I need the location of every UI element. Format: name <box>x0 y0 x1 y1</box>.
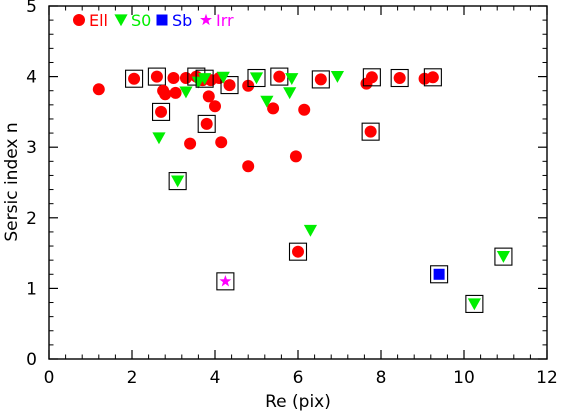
y-tick-label: 0 <box>26 350 37 370</box>
legend-label-ell: Ell <box>89 11 108 30</box>
axis-ticks <box>48 5 548 360</box>
selection-box <box>125 69 144 88</box>
y-tick-label: 5 <box>26 0 37 17</box>
selection-box <box>362 68 381 87</box>
marker-s0 <box>249 72 264 85</box>
marker-ell <box>179 72 192 85</box>
marker-ell <box>184 137 197 150</box>
marker-ell <box>200 117 213 130</box>
y-tick-label: 2 <box>26 209 37 229</box>
y-tick-label: 3 <box>26 138 37 158</box>
marker-ell <box>298 103 311 116</box>
marker-ell <box>169 86 182 99</box>
legend-label-s0: S0 <box>131 11 151 30</box>
legend-marker-sb <box>156 14 168 26</box>
x-tick-label: 6 <box>293 368 304 388</box>
selection-box <box>220 76 239 95</box>
legend: Ell S0 Sb Irr <box>73 11 234 30</box>
marker-ell <box>364 125 377 138</box>
marker-s0 <box>260 95 274 108</box>
marker-s0 <box>283 87 297 100</box>
marker-ell <box>273 70 286 83</box>
legend-marker-s0 <box>114 14 128 27</box>
x-axis-title: Re (pix) <box>265 392 331 412</box>
marker-ell <box>150 70 163 83</box>
marker-s0 <box>171 175 185 188</box>
marker-ell <box>128 72 141 85</box>
selection-box <box>494 247 513 266</box>
marker-ell <box>289 150 302 163</box>
selection-box <box>288 242 308 261</box>
selection-box <box>152 102 171 121</box>
marker-ell <box>167 72 180 85</box>
selection-box <box>197 114 216 133</box>
selection-box <box>361 122 380 141</box>
marker-s0 <box>303 224 318 237</box>
marker-s0 <box>285 73 299 85</box>
marker-ell <box>155 105 168 118</box>
marker-irr <box>219 275 232 287</box>
marker-s0 <box>152 132 166 145</box>
legend-marker-irr <box>200 13 212 26</box>
legend-label-sb: Sb <box>172 11 192 30</box>
selection-box <box>168 172 187 191</box>
marker-ell <box>267 102 280 115</box>
legend-marker-ell <box>73 14 85 26</box>
legend-label-irr: Irr <box>216 11 234 30</box>
marker-ell <box>393 72 406 85</box>
marker-ell <box>159 88 172 101</box>
marker-ell <box>202 90 215 103</box>
selection-box <box>147 67 166 86</box>
y-tick-label: 4 <box>26 68 37 88</box>
marker-ell <box>242 160 255 173</box>
y-axis-title: Sersic index n <box>2 122 22 241</box>
marker-s0 <box>496 251 511 263</box>
selection-box <box>390 68 409 88</box>
x-tick-label: 8 <box>376 368 387 388</box>
x-tick-label: 4 <box>210 368 221 388</box>
x-tick-label: 10 <box>453 368 475 388</box>
marker-ell <box>365 71 378 84</box>
marker-ell <box>92 83 105 96</box>
selection-box <box>195 69 214 88</box>
marker-ell <box>426 71 439 84</box>
marker-s0 <box>330 70 345 83</box>
marker-sb <box>433 268 445 280</box>
selection-box <box>216 272 235 291</box>
selection-box <box>311 70 330 89</box>
x-tick-label: 0 <box>44 368 55 388</box>
selection-box <box>423 68 442 87</box>
marker-s0 <box>198 73 212 85</box>
x-tick-label: 12 <box>536 368 558 388</box>
marker-s0 <box>467 298 481 311</box>
marker-s0 <box>216 71 230 84</box>
selection-box <box>247 68 266 88</box>
marker-ell <box>209 100 221 113</box>
marker-ell <box>215 136 228 149</box>
marker-ell <box>314 73 327 86</box>
selection-box <box>465 294 484 313</box>
y-tick-label: 1 <box>26 279 37 299</box>
marker-s0 <box>179 86 193 99</box>
marker-ell <box>223 79 236 92</box>
x-tick-label: 2 <box>127 368 138 388</box>
marker-ell <box>292 245 304 258</box>
data-markers <box>92 67 513 313</box>
selection-box <box>430 265 449 284</box>
